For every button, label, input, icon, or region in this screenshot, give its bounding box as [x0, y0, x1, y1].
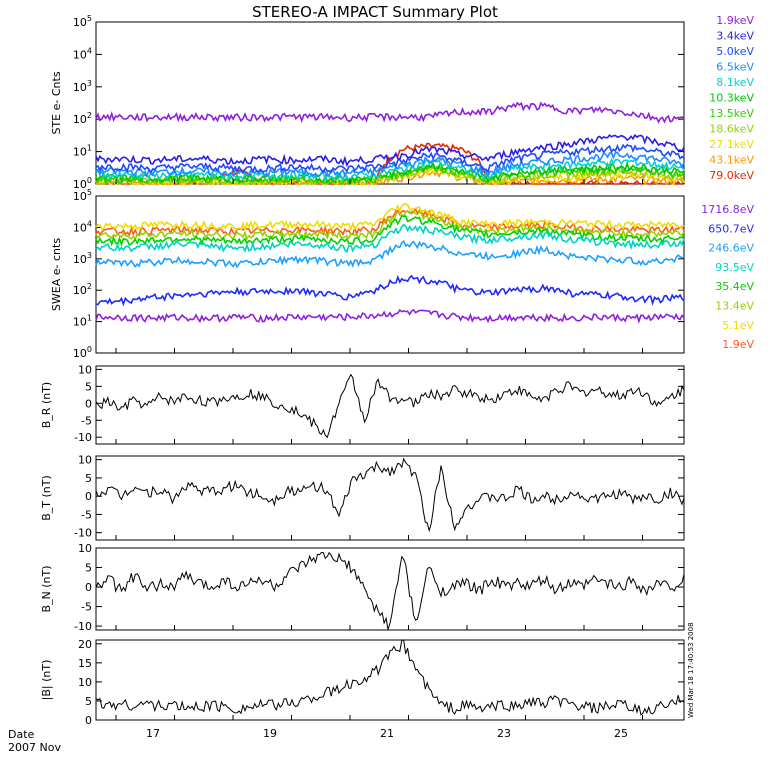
- panel-frame: [95, 547, 685, 631]
- y-tick-label: -5: [81, 508, 92, 521]
- y-tick-label: 101: [73, 144, 92, 159]
- legend-entry: 13.4eV: [715, 300, 754, 313]
- swea-legend: 1716.8eV 650.7eV 246.6eV 93.5eV 35.4eV 13.4eV…: [701, 203, 754, 351]
- panel-frame: [95, 195, 685, 354]
- legend-entry: 1.9eV: [722, 338, 754, 351]
- y-axis-label: |B| (nT): [40, 660, 53, 701]
- y-tick-label: -10: [74, 620, 92, 633]
- date-month-label: 2007 Nov: [8, 741, 61, 754]
- y-tick-label: -5: [81, 601, 92, 614]
- x-tick-label: 21: [380, 727, 394, 740]
- y-tick-label: 102: [73, 282, 92, 297]
- y-tick-label: 0: [85, 490, 92, 503]
- bmag-panel: 20 15 10 5 0 |B| (nT): [40, 638, 685, 727]
- series-line: [95, 202, 685, 233]
- y-tick-label: 15: [78, 657, 92, 670]
- series-line: [95, 308, 685, 324]
- y-tick-label: 5: [85, 472, 92, 485]
- legend-entry: 3.4keV: [716, 30, 754, 43]
- y-tick-label: 103: [73, 251, 92, 266]
- x-tick-label: 23: [497, 727, 511, 740]
- series-line: [95, 223, 685, 254]
- legend-entry: 650.7eV: [708, 222, 754, 235]
- y-tick-label: 10: [78, 542, 92, 555]
- y-tick-label: 0: [85, 714, 92, 727]
- y-tick-label: 10: [78, 454, 92, 467]
- y-tick-label: 105: [73, 14, 92, 29]
- y-tick-label: -5: [81, 414, 92, 427]
- plot-title: STEREO-A IMPACT Summary Plot: [252, 3, 498, 21]
- legend-entry: 43.1keV: [709, 154, 754, 167]
- y-tick-label: 101: [73, 314, 92, 329]
- legend-entry: 35.4eV: [715, 280, 754, 293]
- legend-entry: 246.6eV: [708, 242, 754, 255]
- series-line: [95, 164, 685, 187]
- generation-timestamp: Wed Mar 18 17:40:53 2008: [687, 622, 695, 718]
- y-axis-label: SWEA e- cnts: [50, 238, 63, 311]
- panel-frame: [95, 21, 685, 185]
- y-tick-label: 0: [85, 397, 92, 410]
- bt-panel: 10 5 0 -5 -10 B_T (nT): [40, 454, 685, 541]
- legend-entry: 10.3keV: [709, 92, 754, 105]
- y-tick-label: -10: [74, 431, 92, 444]
- series-line: [95, 457, 685, 533]
- legend-entry: 13.5keV: [709, 107, 754, 120]
- series-line: [95, 151, 685, 179]
- y-tick-label: 20: [78, 638, 92, 651]
- y-tick-label: 0: [85, 581, 92, 594]
- y-tick-label: 102: [73, 111, 92, 126]
- y-tick-label: 104: [73, 46, 92, 61]
- y-tick-label: 104: [73, 219, 92, 234]
- ste-legend: 1.9keV 3.4keV 5.0keV 6.5keV 8.1keV 10.3keV 13.…: [709, 14, 754, 182]
- panel-frame: [95, 639, 685, 721]
- series-line: [95, 210, 685, 241]
- legend-entry: 5.1eV: [722, 319, 754, 332]
- series-line: [95, 133, 685, 168]
- panel-frame: [95, 455, 685, 541]
- x-tick-label: 25: [614, 727, 628, 740]
- y-axis-label: B_R (nT): [40, 382, 53, 428]
- y-tick-label: 5: [85, 695, 92, 708]
- y-tick-label: 10: [78, 676, 92, 689]
- legend-entry: 5.0keV: [716, 45, 754, 58]
- legend-entry: 1716.8eV: [701, 203, 754, 216]
- legend-entry: 79.0keV: [709, 169, 754, 182]
- series-line: [95, 214, 685, 248]
- series-line: [95, 143, 685, 174]
- bn-panel: 10 5 0 -5 -10 B_N (nT): [40, 542, 685, 633]
- y-axis-label: STE e- Cnts: [50, 71, 63, 134]
- series-line: [95, 551, 685, 630]
- legend-entry: 8.1keV: [716, 76, 754, 89]
- series-line: [95, 239, 685, 269]
- y-tick-label: 10: [78, 363, 92, 376]
- date-axis: 17 19 21 23 25: [146, 727, 628, 740]
- series-line: [95, 161, 685, 186]
- y-tick-label: -10: [74, 527, 92, 540]
- series-line: [95, 373, 685, 439]
- br-panel: 10 5 0 -5 -10 B_R (nT): [40, 363, 685, 445]
- y-tick-label: 105: [73, 188, 92, 203]
- series-line: [95, 101, 685, 124]
- legend-entry: 18.6keV: [709, 123, 754, 136]
- legend-entry: 27.1keV: [709, 138, 754, 151]
- x-tick-label: 17: [146, 727, 160, 740]
- series-line: [95, 157, 685, 183]
- date-label: Date: [8, 728, 35, 741]
- legend-entry: 93.5eV: [715, 261, 754, 274]
- y-tick-label: 100: [73, 345, 92, 360]
- legend-entry: 1.9keV: [716, 14, 754, 27]
- y-tick-label: 103: [73, 79, 92, 94]
- y-tick-label: 5: [85, 380, 92, 393]
- legend-entry: 6.5keV: [716, 61, 754, 74]
- series-line: [95, 274, 685, 307]
- series-line: [95, 639, 685, 716]
- y-axis-label: B_T (nT): [40, 475, 53, 521]
- y-axis-label: B_N (nT): [40, 565, 53, 612]
- x-tick-label: 19: [263, 727, 277, 740]
- swea-panel: 100 101 102 103 104 105 SWEA e- cnts: [50, 188, 685, 360]
- y-tick-label: 5: [85, 562, 92, 575]
- panel-frame: [95, 365, 685, 445]
